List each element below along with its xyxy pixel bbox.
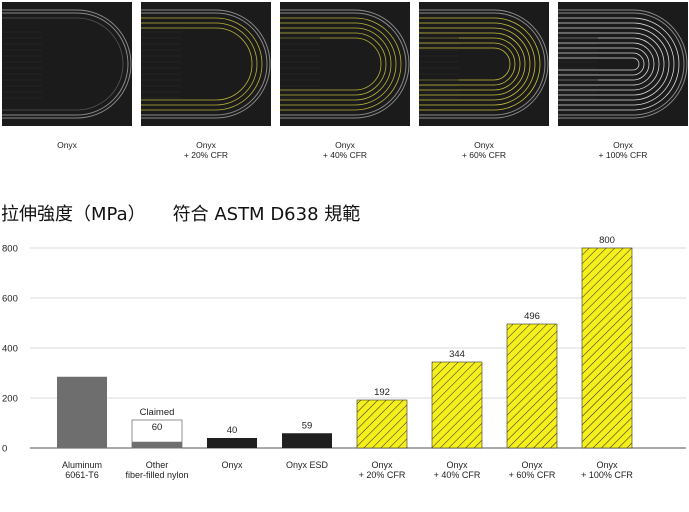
thumbnail-caption: Onyx + 100% CFR [558, 140, 688, 160]
thumbnail-print-pattern [141, 9, 271, 119]
caption-line-2: + 20% CFR [183, 150, 229, 160]
thumbnail-caption: Onyx + 60% CFR [419, 140, 549, 160]
fiber-line [419, 32, 526, 96]
chart-title: 拉伸強度（MPa） 符合 ASTM D638 規範 [1, 204, 361, 225]
wall-line [558, 9, 688, 119]
fiber-line [280, 17, 402, 111]
x-tick-label: fiber-filled nylon [125, 470, 188, 480]
bar [282, 433, 332, 448]
thumbnail-print-pattern [558, 9, 688, 119]
bar [431, 361, 483, 449]
x-tick-label: + 60% CFR [509, 470, 556, 480]
x-tick-label: Onyx [446, 460, 468, 470]
y-tick-label: 200 [2, 394, 18, 405]
x-tick-label: Aluminum [62, 460, 102, 470]
x-tick-label: + 100% CFR [581, 470, 633, 480]
thumbnail-1 [2, 2, 132, 126]
bar-value-label: 59 [302, 420, 313, 431]
fiber-line [558, 52, 645, 76]
x-tick-label: Onyx [521, 460, 543, 470]
y-tick-label: 600 [2, 294, 18, 305]
caption-line-1: Onyx [196, 140, 216, 150]
fiber-line [558, 42, 655, 86]
x-tick-label: Onyx [221, 460, 243, 470]
x-tick-label: Other [146, 460, 169, 470]
bar [57, 376, 107, 448]
bar [581, 247, 633, 449]
thumbnail-4 [419, 2, 549, 126]
fiber-line [419, 37, 521, 91]
wall-line [280, 9, 410, 119]
caption-line-2: + 60% CFR [461, 150, 507, 160]
wall-line [280, 12, 407, 116]
thumbnail-5 [558, 2, 688, 126]
x-tick-label: Onyx ESD [286, 460, 329, 470]
thumbnail-print-pattern [2, 9, 132, 119]
fiber-line [558, 22, 675, 106]
bar-value-label: 800 [599, 235, 615, 246]
caption-line-2: + 100% CFR [598, 150, 648, 160]
thumbnail-caption: Onyx [2, 140, 132, 150]
bar-value-label: 344 [449, 349, 465, 360]
thumbnail-caption: Onyx + 20% CFR [141, 140, 271, 160]
thumbnail-caption: Onyx + 40% CFR [280, 140, 410, 160]
caption-line-1: Onyx [474, 140, 494, 150]
y-tick-label: 400 [2, 344, 18, 355]
fiber-line [558, 17, 680, 111]
bar [506, 323, 558, 449]
x-tick-label: 6061-T6 [65, 470, 99, 480]
bar-value-label: 496 [524, 311, 540, 322]
wall-line [419, 9, 549, 119]
wall-line [141, 9, 271, 119]
bar [356, 399, 408, 449]
fiber-line [141, 17, 263, 111]
fiber-line [141, 27, 253, 101]
thumbnail-print-pattern [280, 9, 410, 119]
wall-line [2, 9, 132, 119]
caption-line-1: Onyx [335, 140, 355, 150]
x-tick-label: + 20% CFR [359, 470, 406, 480]
fiber-line [558, 27, 670, 101]
claimed-label: Claimed [140, 407, 175, 418]
caption-line-1: Onyx [57, 140, 77, 150]
thumbnail-3 [280, 2, 410, 126]
fiber-line [558, 37, 660, 91]
thumbnail-print-pattern [419, 9, 549, 119]
y-tick-label: 800 [2, 244, 18, 255]
fiber-line [280, 32, 387, 96]
fiber-line [558, 57, 640, 71]
x-tick-label: Onyx [596, 460, 618, 470]
fiber-line [280, 37, 382, 91]
fiber-line [2, 17, 124, 111]
fiber-line [280, 22, 397, 106]
bar-value-label: 192 [374, 387, 390, 398]
caption-line-2: + 40% CFR [322, 150, 368, 160]
thumbnail-2 [141, 2, 271, 126]
fiber-line [141, 22, 258, 106]
wall-line [2, 12, 129, 116]
bar [207, 438, 257, 448]
fiber-line [280, 27, 392, 101]
fiber-line [558, 47, 650, 81]
fiber-line [419, 27, 531, 101]
bar-value-label: 60 [152, 422, 163, 433]
bar-value-label: 40 [227, 425, 238, 436]
fiber-line [419, 47, 511, 81]
fiber-line [419, 22, 536, 106]
y-tick-label: 0 [2, 444, 7, 455]
wall-line [419, 12, 546, 116]
wall-line [558, 12, 685, 116]
caption-line-1: Onyx [613, 140, 633, 150]
bar [132, 441, 182, 448]
fiber-line [419, 17, 541, 111]
fiber-line [558, 32, 665, 96]
x-tick-label: Onyx [371, 460, 393, 470]
fiber-line [419, 42, 516, 86]
x-tick-label: + 40% CFR [434, 470, 481, 480]
wall-line [141, 12, 268, 116]
